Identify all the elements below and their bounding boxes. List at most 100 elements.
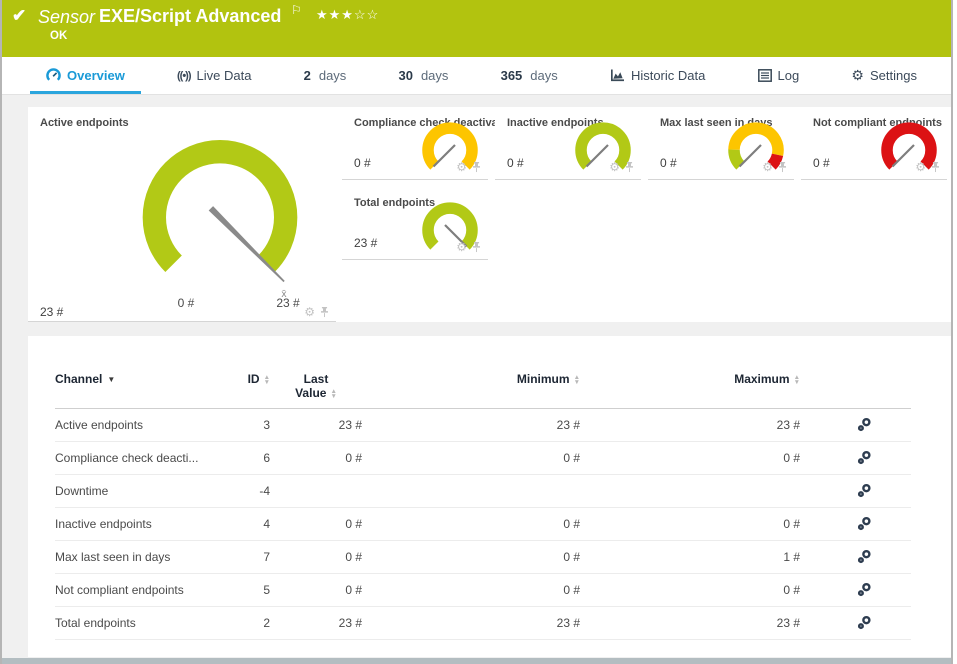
- channel-value: 0 #: [813, 156, 830, 170]
- pin-icon[interactable]: [471, 241, 482, 253]
- window-bottom-edge: [2, 658, 951, 664]
- minimum-value: 0 #: [563, 549, 580, 564]
- tab-2-days[interactable]: 2 days: [298, 57, 353, 94]
- compliance-gauge: [422, 122, 478, 170]
- tab-number: 2: [303, 68, 311, 83]
- panel-title: Compliance check deactivated: [354, 117, 515, 129]
- channel-value: 0 #: [507, 156, 524, 170]
- tab-unit: days: [420, 68, 449, 83]
- gauge-needle: [208, 206, 285, 283]
- panel-gear-icon[interactable]: ⚙: [762, 160, 773, 174]
- maximum-value: 0 #: [783, 582, 800, 597]
- tab-historic-data[interactable]: Historic Data: [604, 57, 711, 94]
- table-row[interactable]: Downtime -4: [55, 474, 911, 507]
- table-row[interactable]: Total endpoints 2 23 # 23 # 23 #: [55, 606, 911, 639]
- channel-value: 0 #: [354, 156, 371, 170]
- table-row[interactable]: Active endpoints 3 23 # 23 # 23 #: [55, 408, 911, 441]
- stars-filled[interactable]: ★★★: [316, 7, 354, 22]
- tab-overview[interactable]: Overview: [30, 57, 141, 94]
- channel-settings-icon[interactable]: [857, 615, 872, 630]
- gauge-needle: [444, 224, 468, 248]
- flag-icon[interactable]: ⚐: [291, 3, 302, 17]
- maximum-value: 23 #: [776, 615, 800, 630]
- last-value: 0 #: [345, 549, 362, 564]
- column-header-settings: [800, 358, 911, 408]
- tab-365-days[interactable]: 365 days: [495, 57, 564, 94]
- panel-gear-icon[interactable]: ⚙: [609, 160, 620, 174]
- status-check-icon: ✔: [12, 6, 27, 25]
- column-header-maximum[interactable]: Maximum: [580, 358, 800, 408]
- tab-settings[interactable]: ⚙ Settings: [845, 57, 923, 94]
- gauge-min-label: 0 #: [177, 296, 195, 310]
- table-row[interactable]: Compliance check deacti... 6 0 # 0 # 0 #: [55, 441, 911, 474]
- gear-icon: ⚙: [851, 67, 864, 83]
- sensor-title: EXE/Script Advanced: [99, 6, 282, 26]
- channel-id: -4: [259, 483, 270, 498]
- minimum-value: 0 #: [563, 516, 580, 531]
- tab-unit: days: [318, 68, 347, 83]
- panel-gear-icon[interactable]: ⚙: [456, 160, 467, 174]
- pin-icon[interactable]: [777, 161, 788, 173]
- panel-gear-icon[interactable]: ⚙: [456, 240, 467, 254]
- pin-icon[interactable]: [930, 161, 941, 173]
- maximum-value: 23 #: [776, 417, 800, 432]
- minimum-value: 0 #: [563, 450, 580, 465]
- channel-settings-icon[interactable]: [857, 450, 872, 465]
- last-value: 23 #: [338, 615, 362, 630]
- tab-number: 30: [398, 68, 413, 83]
- channel-settings-icon[interactable]: [857, 516, 872, 531]
- sort-desc-icon: ▼: [107, 375, 116, 385]
- priority-stars[interactable]: ★★★☆☆: [316, 7, 379, 23]
- panel-gear-icon[interactable]: ⚙: [915, 160, 926, 174]
- tab-live-data[interactable]: ((•)) Live Data: [171, 57, 257, 94]
- channel-settings-icon[interactable]: [857, 417, 872, 432]
- panel-gear-icon[interactable]: ⚙: [304, 305, 315, 319]
- live-data-icon: ((•)): [177, 69, 191, 82]
- pin-icon[interactable]: [624, 161, 635, 173]
- column-header-last-value[interactable]: Last Value: [270, 358, 362, 408]
- channel-name: Not compliant endpoints: [55, 582, 184, 597]
- channel-id: 2: [263, 615, 270, 630]
- panel-title: Active endpoints: [40, 117, 129, 129]
- gauge-max-label: 23 #: [276, 296, 300, 310]
- channel-name: Inactive endpoints: [55, 516, 152, 531]
- last-value: [270, 474, 362, 507]
- table-row[interactable]: Not compliant endpoints 5 0 # 0 # 0 #: [55, 573, 911, 606]
- sort-icon: [794, 375, 800, 385]
- channel-value: 0 #: [660, 156, 677, 170]
- object-type-label: Sensor: [38, 7, 96, 27]
- channel-settings-icon[interactable]: [857, 582, 872, 597]
- overview-content: Active endpoints x̄ 0 # 23 # 23 # ⚙: [2, 95, 951, 658]
- tab-label: Log: [777, 68, 800, 83]
- gauge-panel-compliance-check: Compliance check deactivated 0 # ⚙: [342, 107, 514, 180]
- sensor-header: ✔ Sensor EXE/Script Advanced ⚐ ★★★☆☆ OK: [2, 0, 951, 57]
- gauge-needle: [432, 144, 456, 168]
- tab-30-days[interactable]: 30 days: [392, 57, 454, 94]
- column-header-channel[interactable]: Channel ▼: [55, 372, 116, 386]
- table-row[interactable]: Max last seen in days 7 0 # 0 # 1 #: [55, 540, 911, 573]
- column-header-id[interactable]: ID: [220, 358, 270, 408]
- maximum-value: 0 #: [783, 516, 800, 531]
- maximum-value: 1 #: [783, 549, 800, 564]
- gauges-section: Active endpoints x̄ 0 # 23 # 23 # ⚙: [28, 107, 951, 322]
- last-value: 0 #: [345, 582, 362, 597]
- gauge-panel-max-last-seen: Max last seen in days 0 # ⚙: [648, 107, 794, 180]
- stars-empty[interactable]: ☆☆: [353, 7, 380, 22]
- channel-settings-icon[interactable]: [857, 549, 872, 564]
- channel-settings-icon[interactable]: [857, 483, 872, 498]
- channel-name: Max last seen in days: [55, 549, 171, 564]
- channel-name: Active endpoints: [55, 417, 144, 432]
- tab-unit: days: [530, 68, 558, 83]
- column-header-minimum[interactable]: Minimum: [362, 358, 580, 408]
- pin-icon[interactable]: [319, 306, 330, 318]
- minimum-value: 23 #: [556, 417, 580, 432]
- tab-log[interactable]: Log: [752, 57, 806, 94]
- table-row[interactable]: Inactive endpoints 4 0 # 0 # 0 #: [55, 507, 911, 540]
- channel-id: 7: [263, 549, 270, 564]
- channel-id: 6: [263, 450, 270, 465]
- gauge-panel-total-endpoints: Total endpoints 23 # ⚙: [342, 187, 488, 260]
- not-compliant-gauge: [881, 122, 937, 170]
- pin-icon[interactable]: [471, 161, 482, 173]
- maximum-value: [580, 474, 800, 507]
